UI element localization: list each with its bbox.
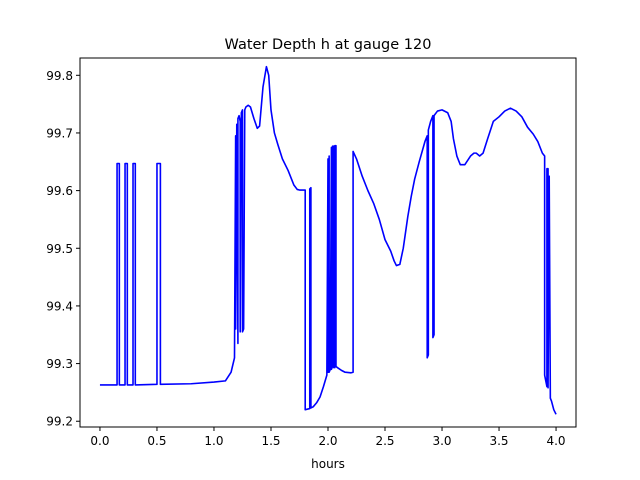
y-tick-label: 99.8 (46, 69, 73, 83)
x-tick-label: 1.0 (204, 434, 223, 448)
y-tick-label: 99.2 (46, 415, 73, 429)
plot-area (99, 65, 557, 415)
y-axis: 99.2 99.3 99.4 99.5 99.6 99.7 99.8 (46, 69, 80, 429)
x-tick-label: 2.5 (375, 434, 394, 448)
y-tick-label: 99.3 (46, 357, 73, 371)
x-axis-label: hours (311, 457, 345, 471)
x-tick-label: 3.0 (432, 434, 451, 448)
x-tick-label: 1.5 (261, 434, 280, 448)
y-tick-label: 99.6 (46, 184, 73, 198)
x-tick-label: 2.0 (318, 434, 337, 448)
y-tick-label: 99.4 (46, 299, 73, 313)
x-axis: 0.0 0.5 1.0 1.5 2.0 2.5 3.0 3.5 4.0 (90, 427, 566, 448)
x-tick-label: 4.0 (546, 434, 565, 448)
series-line-0 (99, 65, 557, 415)
x-tick-label: 0.0 (90, 434, 109, 448)
chart-title: Water Depth h at gauge 120 (225, 37, 432, 53)
axes-frame (79, 57, 577, 428)
x-tick-label: 0.5 (147, 434, 166, 448)
y-tick-label: 99.7 (46, 126, 73, 140)
x-tick-label: 3.5 (489, 434, 508, 448)
y-tick-label: 99.5 (46, 242, 73, 256)
